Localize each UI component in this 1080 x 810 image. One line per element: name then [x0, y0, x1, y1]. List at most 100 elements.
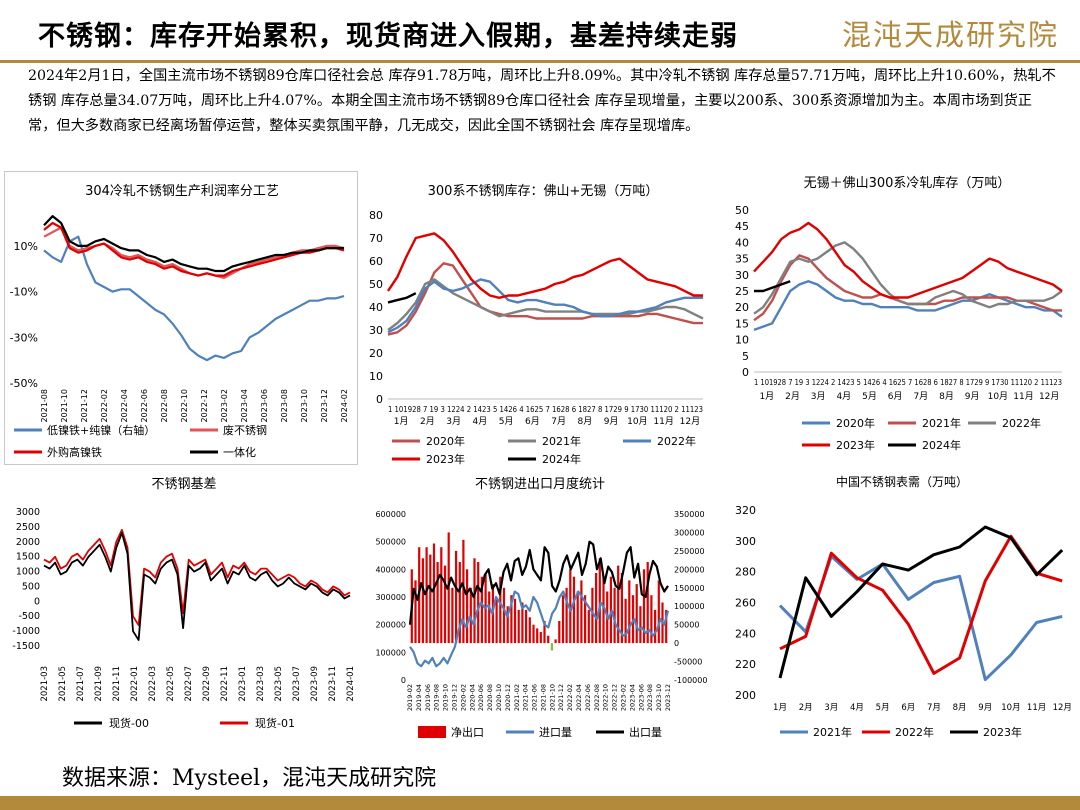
legend-label: 2023年 — [836, 438, 875, 452]
y-tick-label: 3000 — [16, 507, 40, 518]
x-tick-label: 2021-11 — [112, 666, 122, 702]
net-export-bar — [432, 543, 436, 644]
y-tick-label: 50 — [369, 278, 383, 291]
x-tick-label: 2020-02 — [459, 684, 467, 711]
legend-label: 2024年 — [542, 452, 581, 466]
y-tick-label-left: 0 — [401, 676, 406, 685]
brand-logo: 混沌天成研究院 — [842, 18, 1060, 52]
x-tick-label: 11月 — [1027, 703, 1046, 713]
y-tick-label: 200 — [735, 689, 756, 702]
legend-label: 废不锈钢 — [223, 423, 267, 437]
inventory-300-chart-svg: 300系不锈钢库存：佛山+无锡（万吨） 80 70 60 50 40 30 20 10 0 1月 2月… — [369, 183, 704, 466]
x-tick-label: 9月 — [965, 391, 980, 402]
x-tick-label: 2021-10 — [60, 389, 69, 422]
y-tick-label-right: 50000 — [674, 621, 699, 630]
net-export-bar — [628, 580, 631, 644]
net-export-bar — [576, 591, 579, 644]
x-tick-label: 2020-06 — [477, 684, 485, 711]
y-tick-label: 40 — [369, 301, 383, 314]
net-export-bar — [624, 598, 627, 644]
series-line — [753, 280, 1063, 332]
net-export-bar — [521, 602, 524, 644]
summary-paragraph: 2024年2月1日，全国主流市场不锈钢89仓库口径社会总 库存91.78万吨，周… — [28, 68, 1056, 134]
net-export-bar — [550, 643, 553, 651]
y-tick-label: 0 — [34, 596, 40, 607]
y-tick-label: 5 — [742, 350, 749, 363]
x-tick-label: 12月 — [1039, 391, 1059, 402]
net-export-bar — [613, 587, 616, 644]
x-tick-label: 2019-08 — [433, 684, 441, 711]
x-tick-label: 2023-10 — [300, 389, 309, 422]
x-tick-label: 5月 — [499, 416, 514, 427]
net-export-bar — [458, 562, 461, 644]
legend-label: 净出口 — [451, 725, 484, 739]
x-tick-label: 2023-10 — [655, 684, 663, 711]
y-tick-label: 220 — [735, 658, 756, 671]
x-tick-label: 5月 — [876, 703, 890, 713]
x-tick-label: 2022-10 — [180, 389, 189, 422]
net-export-bar — [569, 569, 572, 644]
series-line — [753, 254, 1062, 322]
y-tick-label-left: 500000 — [375, 538, 406, 547]
y-tick-label: 2000 — [16, 537, 40, 548]
x-tick-label: 10月 — [1001, 703, 1020, 713]
legend-swatch — [418, 726, 446, 738]
x-week-labels: 1 101928 7 19 3 1224 2 1423 5 1426 4 162… — [388, 405, 703, 414]
x-tick-label: 2022-12 — [200, 389, 209, 422]
net-export-bar — [443, 565, 447, 644]
x-tick-label: 2019-04 — [415, 684, 423, 711]
profit-chart: 304冷轧不锈钢生产利润率分工艺 10% -10% -30% -50% 2021-08 20… — [4, 171, 358, 465]
y-tick-label-left: 100000 — [375, 648, 406, 657]
x-tick-label: 2023-09 — [310, 666, 320, 702]
net-export-bar — [536, 628, 539, 644]
legend-label: 2020年 — [426, 434, 465, 448]
net-export-bar — [480, 576, 483, 644]
x-tick-label: 2021-02 — [513, 684, 521, 711]
y-tick-label: 35 — [735, 253, 749, 266]
x-tick-label: 2021-06 — [531, 684, 539, 711]
net-export-bar — [558, 621, 561, 644]
x-tick-label: 2023-11 — [328, 666, 338, 702]
x-tick-label: 2023-08 — [646, 684, 654, 711]
x-tick-label: 9月 — [978, 703, 992, 713]
legend-label: 2021年 — [542, 434, 581, 448]
legend-label: 低镍铁+纯镍（右轴） — [47, 423, 155, 437]
net-export-bar — [528, 617, 531, 644]
trade-chart: 不锈钢进出口月度统计 600000 500000 400000 300000 200000… — [358, 470, 722, 745]
x-tick-label: 4月 — [473, 416, 488, 427]
x-tick-label: 2023-05 — [274, 666, 284, 702]
y-tick-label: -1500 — [12, 641, 40, 652]
x-tick-label: 2022-02 — [566, 684, 574, 711]
x-week-labels: 1 101928 7 19 3 1224 2 1423 5 1426 4 162… — [754, 378, 1062, 387]
x-tick-label: 2019-12 — [450, 684, 458, 711]
x-tick-label: 1月 — [759, 391, 774, 402]
x-tick-label: 1月 — [773, 703, 787, 713]
chart-title: 中国不锈钢表需（万吨） — [836, 474, 968, 489]
x-tick-label: 2023-08 — [280, 389, 289, 422]
trade-chart-svg: 不锈钢进出口月度统计600000500000400000300000200000… — [375, 476, 707, 739]
y-tick-label: 260 — [735, 597, 756, 610]
net-export-bar — [488, 591, 491, 644]
chart-title: 304冷轧不锈钢生产利润率分工艺 — [85, 183, 279, 199]
y-tick-label: 20 — [369, 347, 383, 360]
demand-chart: 中国不锈钢表需（万吨） 320 300 280 260 240 220 200 1月 2月 3月 4月… — [722, 470, 1076, 745]
x-tick-label: 2023-12 — [320, 389, 329, 422]
series-line — [753, 221, 1063, 299]
net-export-bar — [477, 562, 480, 644]
net-export-bar — [646, 562, 649, 644]
y-tick-label: 2500 — [16, 522, 40, 533]
y-tick-label-right: 200000 — [674, 565, 705, 574]
y-tick-label-right: -100000 — [674, 676, 707, 685]
net-export-bar — [499, 576, 502, 644]
x-tick-label: 2020-12 — [504, 684, 512, 711]
x-tick-label: 2月 — [420, 416, 435, 427]
x-tick-label: 2021-12 — [80, 389, 89, 422]
net-export-bar — [469, 587, 472, 644]
x-tick-label: 2022-04 — [575, 684, 583, 711]
chart-title: 不锈钢进出口月度统计 — [475, 476, 605, 492]
legend-label: 外购高镍铁 — [47, 445, 102, 459]
net-export-bar — [639, 606, 642, 644]
x-tick-label: 5月 — [862, 391, 877, 402]
net-export-bar — [591, 587, 594, 644]
x-tick-label: 2022-10 — [602, 684, 610, 711]
